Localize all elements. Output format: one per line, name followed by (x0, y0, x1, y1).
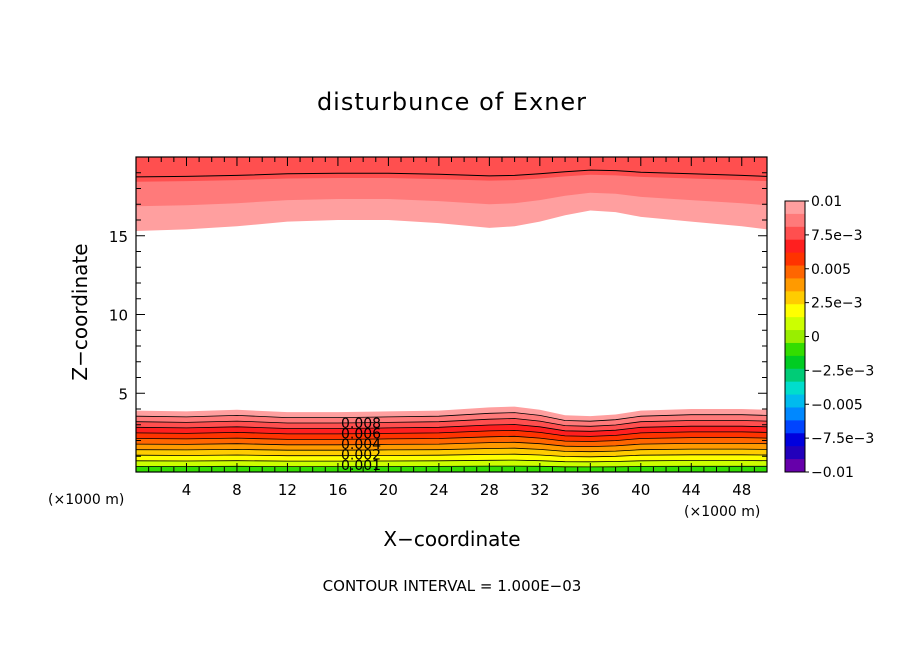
x-axis-label: X−coordinate (383, 527, 521, 551)
colorbar-label-3: 2.5e−3 (811, 296, 863, 312)
x-unit-right: (×1000 m) (684, 504, 761, 520)
lower-contour-line-4 (135, 429, 768, 437)
lower-contour-line-10 (135, 465, 767, 468)
colorbar-swatch-13 (785, 368, 805, 383)
colorbar-swatch-8 (785, 304, 805, 318)
colorbar-swatch-19 (785, 446, 805, 460)
x-tick-label-8: 8 (232, 481, 242, 499)
colorbar-label-8: −0.01 (811, 465, 854, 481)
x-tick-label-12: 12 (278, 481, 297, 499)
colorbar-swatch-6 (785, 278, 805, 292)
colorbar-swatch-18 (785, 433, 805, 447)
colorbar-swatch-15 (785, 394, 805, 408)
y-tick-label-10: 10 (109, 307, 128, 325)
colorbar-swatch-4 (785, 252, 805, 267)
y-tick-label-15: 15 (109, 228, 128, 246)
lower-contour-line-3 (135, 424, 768, 432)
colorbar-swatch-16 (785, 407, 805, 421)
colorbar-swatch-1 (785, 213, 805, 228)
colorbar-label-1: 7.5e−3 (811, 228, 863, 244)
colorbar-swatch-2 (785, 226, 805, 241)
colorbar-label-6: −0.005 (811, 397, 863, 413)
contour-label-0: 0.008 (341, 416, 381, 432)
colorbar-swatch-11 (785, 342, 805, 357)
x-tick-label-40: 40 (631, 481, 650, 499)
colorbar-swatch-0 (785, 201, 805, 215)
x-tick-label-20: 20 (379, 481, 398, 499)
colorbar-label-4: 0 (811, 330, 820, 346)
colorbar-swatch-9 (785, 317, 805, 331)
colorbar-swatch-14 (785, 381, 805, 396)
colorbar-swatch-20 (785, 459, 805, 473)
lower-contour-line-5 (135, 435, 768, 442)
lower-contour-line-6 (135, 441, 768, 448)
y-tick-label-5: 5 (118, 385, 128, 403)
contour-label-3: 0.002 (341, 448, 381, 464)
colorbar-swatch-17 (785, 420, 805, 434)
colorbar-label-7: −7.5e−3 (811, 431, 874, 447)
lower-contour-line-2 (135, 418, 768, 427)
lower-contour-line-1 (135, 412, 768, 422)
x-tick-label-44: 44 (682, 481, 701, 499)
lower-contour-line-9 (135, 459, 768, 463)
colorbar-swatch-7 (785, 291, 805, 305)
x-tick-label-48: 48 (732, 481, 751, 499)
chart-title: disturbunce of Exner (316, 88, 588, 116)
colorbar-swatch-5 (785, 265, 805, 279)
x-unit-left: (×1000 m) (48, 492, 125, 508)
contour-label-1: 0.006 (341, 427, 381, 443)
lower-contour-line-8 (135, 453, 768, 458)
upper-band-2 (136, 157, 767, 182)
contour-interval-note: CONTOUR INTERVAL = 1.000E−03 (322, 577, 582, 595)
colorbar-label-5: −2.5e−3 (811, 363, 874, 379)
colorbar-swatch-12 (785, 355, 805, 370)
colorbar-swatch-3 (785, 239, 805, 254)
colorbar-swatch-10 (785, 330, 805, 344)
colorbar-label-2: 0.005 (811, 262, 851, 278)
lower-contour-line-7 (135, 447, 768, 453)
x-tick-label-28: 28 (480, 481, 499, 499)
x-tick-label-36: 36 (581, 481, 600, 499)
colorbar-label-0: 0.01 (811, 194, 842, 210)
x-tick-label-4: 4 (182, 481, 192, 499)
x-tick-label-24: 24 (429, 481, 448, 499)
x-tick-label-32: 32 (530, 481, 549, 499)
x-tick-label-16: 16 (328, 481, 347, 499)
contour-label-2: 0.004 (341, 437, 381, 453)
upper-contour-line (135, 169, 768, 178)
